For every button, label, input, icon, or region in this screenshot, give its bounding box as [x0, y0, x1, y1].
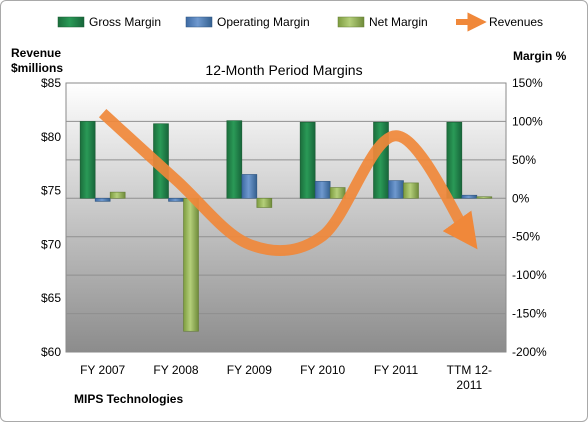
revenues-line: [98, 109, 478, 257]
legend-item-net-margin: Net Margin: [337, 15, 428, 29]
right-tick-label: -200%: [512, 345, 547, 359]
category-label-fy-2007: FY 2007: [80, 363, 125, 377]
left-axis-ticks: $60 $65 $70 $75 $80 $85: [41, 76, 61, 359]
footer-company-name: MIPS Technologies: [74, 392, 183, 406]
legend-swatch-gross-margin: [57, 16, 85, 28]
plot-area: [65, 82, 507, 353]
legend-label-operating-margin: Operating Margin: [217, 15, 310, 29]
left-axis-title-line-1: Revenue: [11, 46, 61, 60]
right-tick-label: 0%: [512, 191, 530, 205]
legend-swatch-operating-margin: [185, 16, 213, 28]
bar-operating-margin-fy-2008: [168, 197, 184, 202]
right-tick-label: 100%: [512, 114, 543, 128]
legend: Gross Margin Operating Margin Net Margin…: [57, 12, 543, 32]
left-tick-label: $85: [41, 76, 61, 90]
bar-net-margin-fy-2008: [183, 197, 199, 332]
bar-net-margin-fy-2009: [256, 197, 273, 208]
right-axis-title: Margin %: [513, 49, 567, 63]
category-label-fy-2010: FY 2010: [300, 363, 345, 377]
legend-swatch-net-margin: [337, 16, 365, 28]
left-tick-label: $70: [41, 237, 61, 251]
bar-gross-margin-ttm-12-2011: [446, 121, 463, 199]
category-label-fy-2011: FY 2011: [374, 363, 419, 377]
right-axis-ticks: -200% -150% -100% -50% 0% 50% 100% 150%: [512, 76, 547, 359]
legend-item-revenues: Revenues: [456, 12, 543, 32]
right-tick-label: -100%: [512, 268, 547, 282]
legend-label-revenues: Revenues: [489, 15, 543, 29]
legend-label-net-margin: Net Margin: [369, 15, 428, 29]
bar-net-margin-fy-2007: [109, 191, 126, 199]
bar-gross-margin-fy-2009: [226, 120, 243, 199]
bar-operating-margin-fy-2011: [388, 180, 404, 199]
category-label-fy-2008: FY 2008: [153, 363, 198, 377]
left-tick-label: $65: [41, 291, 61, 305]
left-tick-label: $80: [41, 130, 61, 144]
bar-net-margin-ttm-12-2011: [476, 196, 493, 199]
legend-item-operating-margin: Operating Margin: [185, 15, 310, 29]
right-tick-label: 150%: [512, 76, 543, 90]
category-label-ttm-12-2011: TTM 12-2011: [447, 363, 492, 392]
gridlines: [66, 120, 506, 315]
left-tick-label: $75: [41, 184, 61, 198]
bar-net-margin-fy-2010: [329, 187, 346, 199]
right-tick-label: -150%: [512, 307, 547, 321]
bar-gross-margin-fy-2010: [299, 121, 316, 199]
bar-operating-margin-ttm-12-2011: [461, 194, 478, 199]
right-tick-label: 50%: [512, 153, 536, 167]
revenue-line-layer: [98, 109, 478, 257]
bar-net-margin-fy-2011: [403, 182, 419, 199]
left-axis-title-line-2: $millions: [11, 61, 63, 75]
chart-title: 12-Month Period Margins: [205, 62, 362, 78]
bar-gross-margin-fy-2007: [79, 121, 96, 199]
category-labels: FY 2007 FY 2008 FY 2009 FY 2010 FY 2011 TTM 1…: [80, 363, 492, 392]
category-label-fy-2009: FY 2009: [227, 363, 272, 377]
bar-operating-margin-fy-2009: [241, 174, 258, 199]
bar-operating-margin-fy-2007: [94, 197, 111, 202]
bar-operating-margin-fy-2010: [314, 181, 331, 199]
legend-item-gross-margin: Gross Margin: [57, 15, 161, 29]
left-tick-label: $60: [41, 345, 61, 359]
right-tick-label: -50%: [512, 230, 540, 244]
legend-label-gross-margin: Gross Margin: [89, 15, 161, 29]
